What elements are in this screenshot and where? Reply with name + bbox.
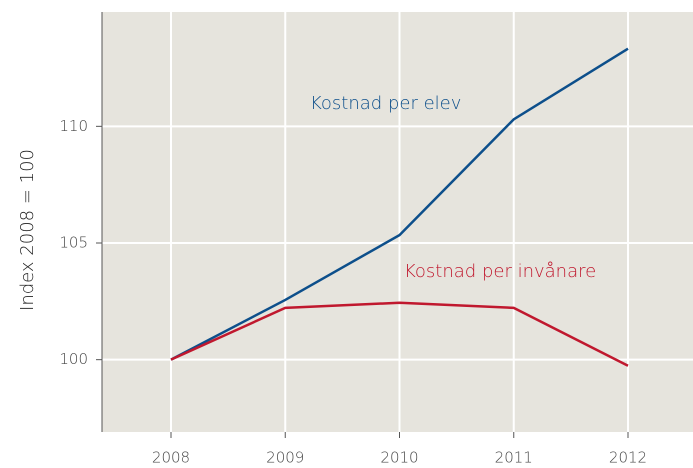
x-tick-label: 2009 — [266, 449, 304, 467]
x-tick-label: 2008 — [152, 449, 190, 467]
plot-background — [102, 12, 693, 432]
y-tick-label: 110 — [59, 117, 88, 135]
series-line — [170, 301, 629, 367]
x-tick-label: 2012 — [609, 449, 647, 467]
x-tick-label: 2010 — [380, 449, 418, 467]
y-axis-label: Index 2008 = 100 — [17, 149, 38, 311]
series-line — [170, 47, 629, 361]
y-tick-label: 105 — [59, 234, 88, 252]
y-tick-label: 100 — [59, 350, 88, 368]
series-label: Kostnad per invånare — [404, 261, 596, 282]
series-label: Kostnad per elev — [310, 93, 461, 114]
x-tick-label: 2011 — [495, 449, 533, 467]
